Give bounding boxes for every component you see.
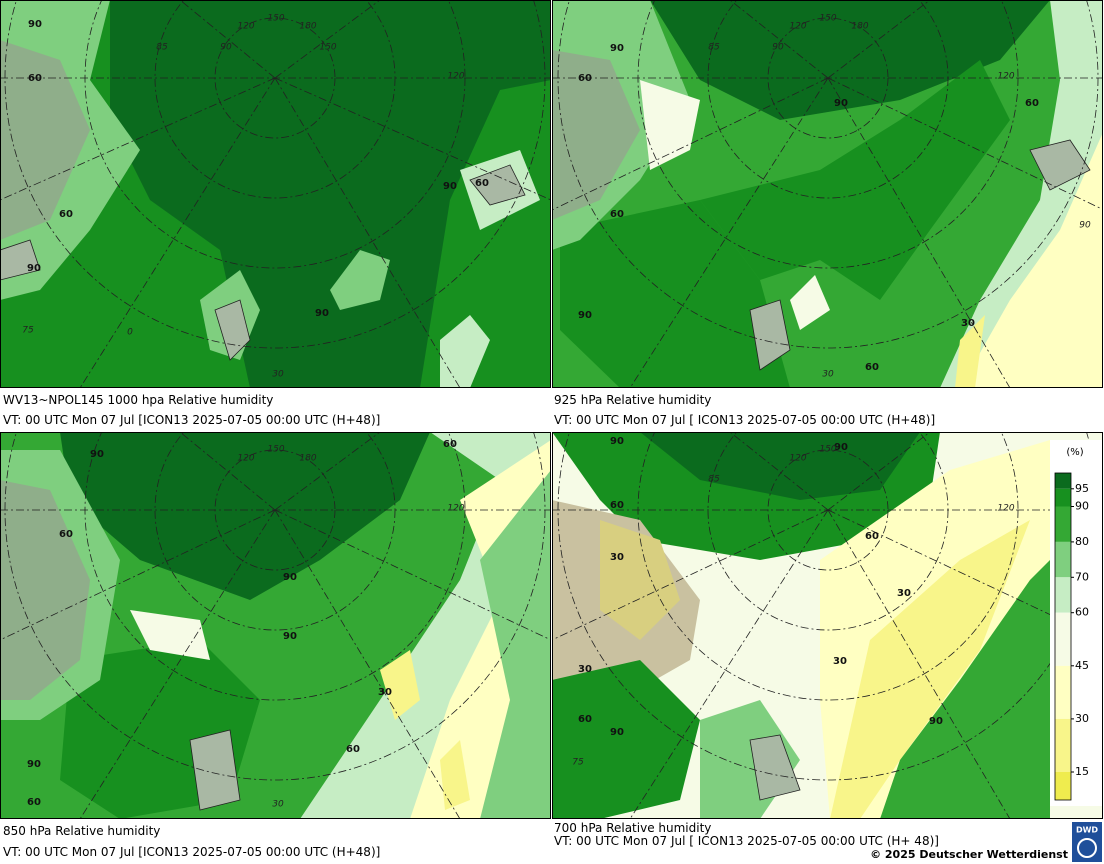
contour-label: 30 bbox=[578, 664, 592, 675]
legend-label: 60 bbox=[1075, 606, 1089, 619]
legend-swatch bbox=[1055, 718, 1071, 772]
grid-label: 90 bbox=[1079, 221, 1091, 231]
grid-label: 120 bbox=[789, 454, 806, 464]
grid-label: 150 bbox=[819, 14, 836, 24]
grid-label: 180 bbox=[299, 454, 316, 464]
legend-swatch bbox=[1055, 665, 1071, 719]
legend-frame bbox=[1054, 472, 1072, 801]
valid-time: VT: 00 UTC Mon 07 Jul [ ICON13 2025-07-0… bbox=[554, 413, 935, 427]
contour-label: 90 bbox=[578, 310, 592, 321]
contour-label: 60 bbox=[443, 439, 457, 450]
grid-label: 120 bbox=[447, 72, 464, 82]
legend-swatch bbox=[1055, 541, 1071, 578]
grid-label: 120 bbox=[447, 504, 464, 514]
legend-swatch bbox=[1055, 772, 1071, 800]
contour-label: 90 bbox=[315, 308, 329, 319]
contour-label: 60 bbox=[578, 714, 592, 725]
map-panel bbox=[1, 433, 550, 818]
valid-time: VT: 00 UTC Mon 07 Jul [ICON13 2025-07-05… bbox=[3, 413, 380, 427]
contour-label: 30 bbox=[833, 656, 847, 667]
grid-label: 120 bbox=[789, 22, 806, 32]
panel-title: 925 hPa Relative humidity bbox=[554, 393, 711, 407]
legend-swatch bbox=[1055, 506, 1071, 542]
contour-label: 90 bbox=[90, 449, 104, 460]
contour-label: 30 bbox=[610, 552, 624, 563]
grid-label: 120 bbox=[237, 22, 254, 32]
contour-label: 90 bbox=[27, 263, 41, 274]
grid-label: 85 bbox=[708, 43, 720, 53]
legend-label: 30 bbox=[1075, 712, 1089, 725]
contour-label: 90 bbox=[834, 442, 848, 453]
grid-label: 120 bbox=[997, 72, 1014, 82]
contour-label: 60 bbox=[578, 73, 592, 84]
grid-label: 120 bbox=[997, 504, 1014, 514]
contour-label: 90 bbox=[283, 572, 297, 583]
panel-title: WV13~NPOL145 1000 hpa Relative humidity bbox=[3, 393, 273, 407]
grid-label: 75 bbox=[572, 758, 584, 768]
grid-label: 30 bbox=[272, 800, 284, 810]
legend-swatch bbox=[1055, 612, 1071, 666]
dwd-logo bbox=[1072, 822, 1102, 862]
grid-label: 85 bbox=[708, 475, 720, 485]
valid-time: VT: 00 UTC Mon 07 Jul [ ICON13 2025-07-0… bbox=[554, 834, 939, 848]
contour-label: 60 bbox=[27, 797, 41, 808]
copyright: © 2025 Deutscher Wetterdienst bbox=[870, 848, 1068, 861]
grid-label: 90 bbox=[772, 43, 784, 53]
contour-label: 60 bbox=[1025, 98, 1039, 109]
valid-time: VT: 00 UTC Mon 07 Jul [ICON13 2025-07-05… bbox=[3, 845, 380, 859]
contour-label: 60 bbox=[865, 362, 879, 373]
panel-title: 850 hPa Relative humidity bbox=[3, 824, 160, 838]
grid-label: 150 bbox=[819, 445, 836, 455]
map-panel bbox=[553, 433, 1103, 818]
contour-label: 60 bbox=[610, 500, 624, 511]
grid-label: 85 bbox=[156, 43, 168, 53]
legend-label: 90 bbox=[1075, 500, 1089, 513]
legend-label: 45 bbox=[1075, 659, 1089, 672]
contour-label: 60 bbox=[346, 744, 360, 755]
legend-unit: (%) bbox=[1066, 447, 1083, 458]
grid-label: 75 bbox=[22, 326, 34, 336]
contour-label: 60 bbox=[28, 73, 42, 84]
contour-label: 90 bbox=[610, 436, 624, 447]
map-panel bbox=[1, 1, 550, 387]
legend-label: 95 bbox=[1075, 482, 1089, 495]
contour-label: 90 bbox=[929, 716, 943, 727]
grid-label: 120 bbox=[237, 454, 254, 464]
grid-label: 30 bbox=[272, 370, 284, 380]
contour-label: 60 bbox=[610, 209, 624, 220]
grid-label: 150 bbox=[267, 14, 284, 24]
contour-label: 30 bbox=[961, 318, 975, 329]
logo-text: DWD bbox=[1076, 826, 1098, 835]
grid-label: 150 bbox=[267, 445, 284, 455]
legend-swatch bbox=[1055, 488, 1071, 507]
grid-label: 180 bbox=[851, 22, 868, 32]
grid-label: 180 bbox=[299, 22, 316, 32]
contour-label: 90 bbox=[28, 19, 42, 30]
contour-label: 90 bbox=[610, 43, 624, 54]
color-legend: 95 90 80 70 60 45 30 15 bbox=[1054, 472, 1089, 801]
grid-label: 0 bbox=[127, 328, 133, 338]
contour-label: 60 bbox=[475, 178, 489, 189]
contour-label: 60 bbox=[865, 531, 879, 542]
grid-label: 90 bbox=[220, 43, 232, 53]
legend-label: 15 bbox=[1075, 765, 1089, 778]
contour-label: 30 bbox=[897, 588, 911, 599]
contour-label: 90 bbox=[27, 759, 41, 770]
contour-label: 90 bbox=[610, 727, 624, 738]
contour-label: 90 bbox=[283, 631, 297, 642]
legend-swatch bbox=[1055, 577, 1071, 613]
map-panel bbox=[553, 1, 1103, 387]
contour-label: 60 bbox=[59, 529, 73, 540]
contour-label: 60 bbox=[59, 209, 73, 220]
grid-label: 30 bbox=[822, 370, 834, 380]
grid-label: 150 bbox=[319, 43, 336, 53]
legend-swatch bbox=[1055, 473, 1071, 489]
contour-label: 30 bbox=[378, 687, 392, 698]
contour-label: 90 bbox=[834, 98, 848, 109]
panel-title: 700 hPa Relative humidity bbox=[554, 821, 711, 835]
legend-label: 80 bbox=[1075, 535, 1089, 548]
legend-label: 70 bbox=[1075, 570, 1089, 583]
contour-label: 90 bbox=[443, 181, 457, 192]
